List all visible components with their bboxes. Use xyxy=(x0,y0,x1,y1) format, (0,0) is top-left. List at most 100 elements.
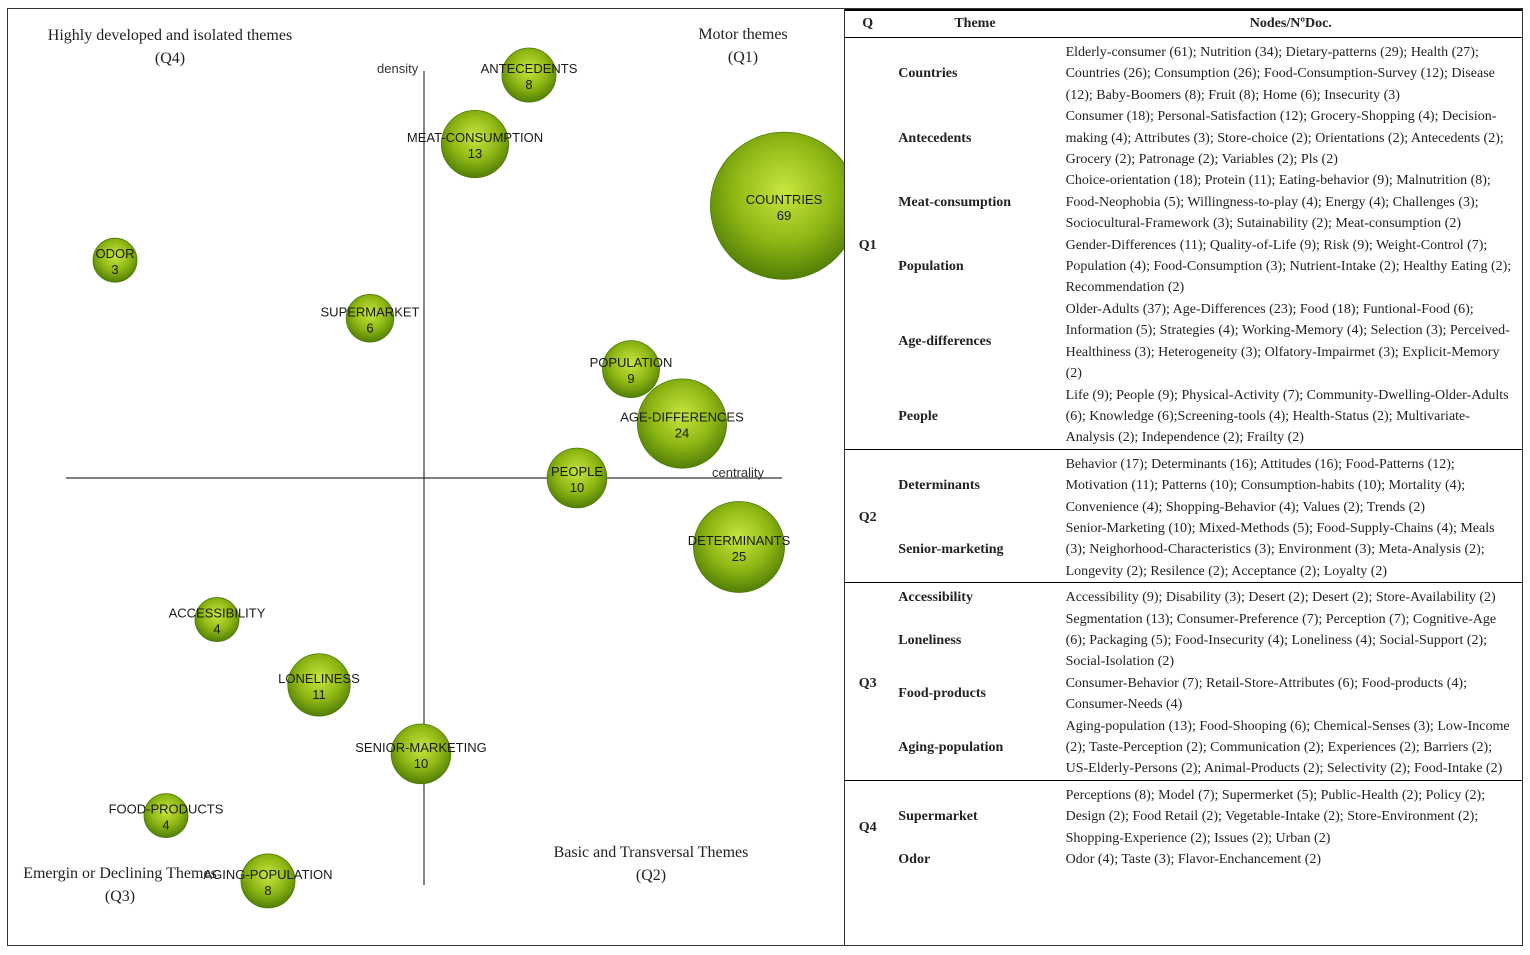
bubble-label-loneliness: LONELINESS xyxy=(278,671,360,686)
quadrant-q3-title: Emergin or Declining Themes xyxy=(23,865,217,882)
nodes-cell: Accessibility (9); Disability (3); Deser… xyxy=(1059,582,1522,609)
y-axis-label: density xyxy=(377,61,419,76)
bubble-label-age-differences: AGE-DIFFERENCES xyxy=(620,410,744,425)
table-row: Antecedents Consumer (18); Personal-Satis… xyxy=(845,106,1522,170)
bubble-value-countries: 69 xyxy=(777,208,791,223)
nodes-cell: Segmentation (13); Consumer-Preference (… xyxy=(1065,611,1497,670)
nodes-cell: Elderly-consumer (61); Nutrition (34); D… xyxy=(1059,37,1522,107)
table-row: Q1 Countries Elderly-consumer (61); Nutrit… xyxy=(845,37,1522,450)
bubble-circle-population xyxy=(602,340,660,399)
strategic-diagram: Highly developed and isolated themes (Q4… xyxy=(8,9,844,945)
quadrant-cell: Q4 xyxy=(845,779,891,871)
table-row: Loneliness Segmentation (13); Consumer-Pr… xyxy=(845,609,1522,673)
quadrant-cell: Q1 xyxy=(845,37,891,450)
bubble-label-odor: ODOR xyxy=(96,246,135,261)
theme-cell: Population xyxy=(898,259,964,275)
bubble-circle-countries xyxy=(710,131,844,280)
bubble-circle-aging-population xyxy=(240,853,296,909)
theme-cell: Food-products xyxy=(898,686,986,702)
bubble-chart: density centrality ANTECEDENTS8MEAT-CONS… xyxy=(66,47,844,909)
quadrant-q3-code: (Q3) xyxy=(104,888,136,905)
bubble-value-determinants: 25 xyxy=(732,549,746,564)
bubble-circle-determinants xyxy=(693,501,785,593)
panel-divider xyxy=(844,9,845,945)
quadrant-label-q3: Emergin or Declining Themes (Q3) xyxy=(20,862,220,908)
bubble-circle-food-products xyxy=(143,793,189,838)
bubble-circle-people xyxy=(546,447,608,509)
quadrant-q2-code: (Q2) xyxy=(635,867,667,884)
bubble-value-loneliness: 11 xyxy=(312,687,326,702)
theme-cell: Loneliness xyxy=(898,632,962,648)
table-row: Age-differences Older-Adults (37); Age-Di… xyxy=(845,299,1522,385)
theme-cell: People xyxy=(898,408,938,424)
theme-cell: Countries xyxy=(890,37,1060,107)
nodes-cell: Consumer (18); Personal-Satisfaction (12… xyxy=(1065,109,1504,168)
bubble-label-people: PEOPLE xyxy=(551,464,603,479)
table-row: Food-products Consumer-Behavior (7); Reta… xyxy=(845,673,1522,716)
quadrant-label-q4: Highly developed and isolated themes (Q4… xyxy=(30,24,310,70)
bubble-value-population: 9 xyxy=(627,371,634,386)
nodes-cell: Senior-Marketing (10); Mixed-Methods (5)… xyxy=(1065,520,1495,579)
theme-cell: Aging-population xyxy=(898,740,1004,755)
bubble-value-people: 10 xyxy=(570,480,584,495)
nodes-cell: Older-Adults (37); Age-Differences (23);… xyxy=(1065,301,1510,382)
themes-table-panel: Q Theme Nodes/NºDoc. Q1 Countries Elderly-… xyxy=(845,9,1522,945)
bubble-label-supermarket: SUPERMARKET xyxy=(321,304,420,319)
bubble-value-age-differences: 24 xyxy=(675,426,689,441)
table-row: Senior-marketing Senior-Marketing (10); M… xyxy=(845,518,1522,583)
quadrant-q2-title: Basic and Transversal Themes xyxy=(553,844,749,861)
quadrant-label-q2: Basic and Transversal Themes (Q2) xyxy=(538,841,764,887)
table-row: Population Gender-Differences (11); Quali… xyxy=(845,235,1522,299)
bubble-label-antecedents: ANTECEDENTS xyxy=(481,61,578,76)
quadrant-q1-title: Motor themes xyxy=(698,26,788,43)
bubble-value-senior-marketing: 10 xyxy=(414,756,428,771)
bubble-label-meat-consumption: MEAT-CONSUMPTION xyxy=(407,130,543,145)
bubble-circle-odor xyxy=(92,237,138,283)
table-row: Q4 Supermarket Perceptions (8); Model (7);… xyxy=(845,779,1522,871)
quadrant-label-q1: Motor themes (Q1) xyxy=(678,23,808,69)
bubble-circle-accessibility xyxy=(194,597,240,642)
bubble-label-senior-marketing: SENIOR-MARKETING xyxy=(355,740,486,755)
table-row: Aging-population Aging-population (13); F… xyxy=(845,716,1522,781)
bubble-label-food-products: FOOD-PRODUCTS xyxy=(109,802,224,817)
table-row: People Life (9); People (9); Physical-Act… xyxy=(845,385,1522,450)
quadrant-cell: Q3 xyxy=(845,582,891,781)
bubble-circle-meat-consumption xyxy=(440,109,510,179)
bubble-value-antecedents: 8 xyxy=(525,77,532,92)
theme-cell: Meat-consumption xyxy=(898,194,1012,210)
theme-cell: Odor xyxy=(898,852,931,868)
bubble-circle-senior-marketing xyxy=(390,723,452,785)
bubble-label-aging-population: AGING-POPULATION xyxy=(203,867,332,882)
quadrant-q4-title: Highly developed and isolated themes xyxy=(47,27,293,44)
table-row: Q3 Accessibility Accessibility (9); Disabi… xyxy=(845,582,1522,781)
nodes-cell: Perceptions (8); Model (7); Supermerket … xyxy=(1059,779,1522,850)
nodes-cell: Odor (4); Taste (3); Flavor-Enchancement… xyxy=(1065,852,1322,868)
table-row: Meat-consumption Choice-orientation (18);… xyxy=(845,170,1522,234)
bubble-label-countries: COUNTRIES xyxy=(746,192,823,207)
bubble-value-food-products: 4 xyxy=(162,818,169,833)
table-body: Q1 Countries Elderly-consumer (61); Nutrit… xyxy=(845,37,1522,871)
themes-table: Q Theme Nodes/NºDoc. Q1 Countries Elderly-… xyxy=(845,9,1522,871)
theme-cell: Accessibility xyxy=(890,582,1060,609)
nodes-cell: Gender-Differences (11); Quality-of-Life… xyxy=(1065,237,1512,296)
quadrant-q4-code: (Q4) xyxy=(154,50,186,67)
table-header-row: Q Theme Nodes/NºDoc. xyxy=(845,9,1522,38)
theme-cell: Supermarket xyxy=(890,779,1060,850)
header-q: Q xyxy=(845,9,891,38)
bubble-label-determinants: DETERMINANTS xyxy=(688,533,791,548)
header-nodes: Nodes/NºDoc. xyxy=(1059,9,1522,38)
theme-cell: Determinants xyxy=(890,448,1060,518)
quadrant-q1-code: (Q1) xyxy=(727,49,759,66)
